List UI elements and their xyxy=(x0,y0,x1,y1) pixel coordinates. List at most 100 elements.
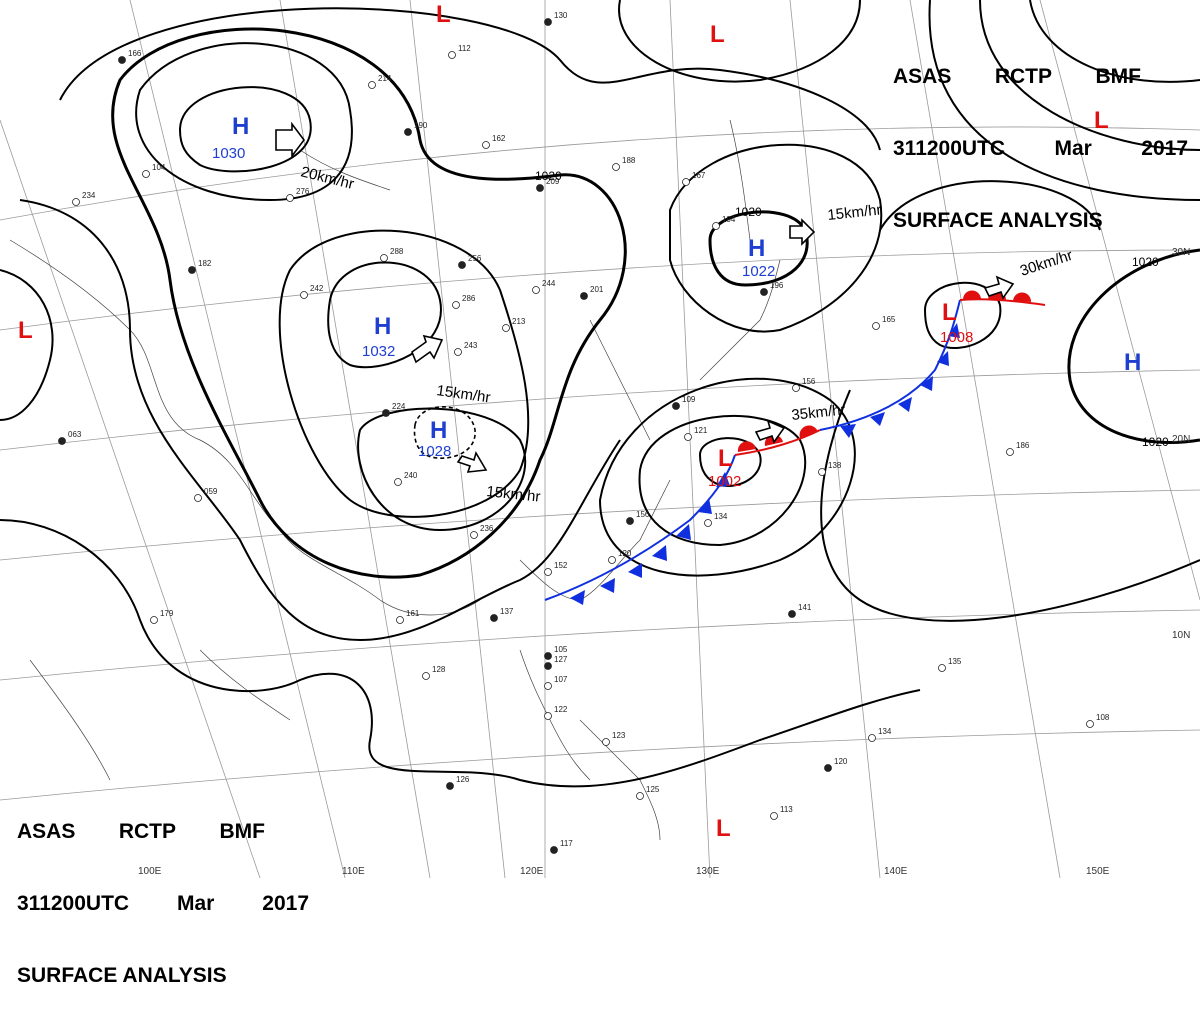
station-pressure: 156 xyxy=(636,510,650,519)
isobar-label: 1020 xyxy=(1142,435,1169,449)
speed-label: 15km/hr xyxy=(435,382,491,406)
station-circle-icon xyxy=(454,348,462,356)
station-plots: 130 112 214 190 162 188 209 276 288 256 286 244 201 2… xyxy=(58,11,1110,854)
low-pressure-marker: L xyxy=(942,299,957,326)
station-pressure: 276 xyxy=(296,187,310,196)
station-pressure: 236 xyxy=(480,524,494,533)
station-pressure: 243 xyxy=(464,341,478,350)
station-pressure: 162 xyxy=(492,134,506,143)
station-circle-icon xyxy=(824,764,832,772)
station-circle-icon xyxy=(458,261,466,269)
station-circle-icon xyxy=(636,792,644,800)
station-pressure: 244 xyxy=(542,279,556,288)
header-region: ASAS xyxy=(893,65,952,88)
station-circle-icon xyxy=(300,291,308,299)
header-region: ASAS xyxy=(17,820,76,843)
station-circle-icon xyxy=(544,652,552,660)
high-pressure-marker: H xyxy=(430,417,447,444)
low-pressure-marker: L xyxy=(718,445,733,472)
station-circle-icon xyxy=(532,286,540,294)
coastlines xyxy=(9,119,781,841)
station-pressure: 120 xyxy=(834,757,848,766)
low-pressure-value: 1002 xyxy=(708,473,741,490)
station-circle-icon xyxy=(626,517,634,525)
station-circle-icon xyxy=(792,384,800,392)
isobar xyxy=(923,281,1002,350)
station-circle-icon xyxy=(150,616,158,624)
station-pressure: 288 xyxy=(390,247,404,256)
station-pressure: 127 xyxy=(554,655,568,664)
header-month: Mar xyxy=(177,892,215,915)
station-pressure: 134 xyxy=(878,727,892,736)
station-circle-icon xyxy=(404,128,412,136)
isobars xyxy=(0,0,1200,788)
speed-label: 15km/hr xyxy=(827,201,883,224)
station-pressure: 113 xyxy=(780,805,793,814)
pressure-systems: H 1030 H 1032 H 1028 H 1022 H L 1002 L 1… xyxy=(18,1,1141,842)
station-circle-icon xyxy=(938,664,946,672)
station-circle-icon xyxy=(602,738,610,746)
station-pressure: 108 xyxy=(1096,713,1110,722)
high-pressure-marker: H xyxy=(748,235,765,262)
station-pressure: 242 xyxy=(310,284,324,293)
station-pressure: 123 xyxy=(612,731,626,740)
station-circle-icon xyxy=(470,531,478,539)
header-month: Mar xyxy=(1054,137,1092,160)
speed-label: 35km/hr xyxy=(791,401,847,424)
header-line-2: 311200UTC Mar 2017 xyxy=(893,137,1188,161)
station-circle-icon xyxy=(672,402,680,410)
isobar-label: 1020 xyxy=(1132,255,1159,269)
station-circle-icon xyxy=(536,184,544,192)
low-pressure-marker: L xyxy=(716,815,731,842)
station-circle-icon xyxy=(58,437,66,445)
movement-arrow-icon xyxy=(275,121,305,159)
lon-label: 120E xyxy=(520,866,544,877)
high-pressure-marker: H xyxy=(1124,349,1141,376)
high-pressure-value: 1030 xyxy=(212,145,245,162)
station-pressure: 214 xyxy=(378,74,392,83)
isobar xyxy=(357,407,527,532)
station-circle-icon xyxy=(544,18,552,26)
station-circle-icon xyxy=(118,56,126,64)
isobar xyxy=(879,180,1101,231)
station-pressure: 190 xyxy=(414,121,428,130)
station-pressure: 138 xyxy=(828,461,842,470)
isobar xyxy=(59,7,881,151)
station-pressure: 126 xyxy=(456,775,470,784)
station-circle-icon xyxy=(868,734,876,742)
header-time: 311200UTC xyxy=(893,137,1006,160)
lon-label: 150E xyxy=(1086,866,1110,877)
station-circle-icon xyxy=(286,194,294,202)
station-circle-icon xyxy=(394,478,402,486)
station-pressure: 121 xyxy=(694,426,708,435)
station-circle-icon xyxy=(194,494,202,502)
isobar xyxy=(111,27,627,579)
station-pressure: 161 xyxy=(406,609,420,618)
header-line-2: 311200UTC Mar 2017 xyxy=(17,892,309,916)
station-pressure: 167 xyxy=(692,171,706,180)
high-pressure-value: 1028 xyxy=(418,443,451,460)
isobar xyxy=(698,437,762,487)
isobar xyxy=(708,210,809,287)
header-line-1: ASAS RCTP BMF xyxy=(893,65,1141,89)
station-circle-icon xyxy=(712,222,720,230)
header-station: RCTP xyxy=(994,65,1053,88)
movement-arrow-icon xyxy=(754,419,786,444)
station-circle-icon xyxy=(482,141,490,149)
header-year: 2017 xyxy=(262,892,309,915)
station-circle-icon xyxy=(544,662,552,670)
low-pressure-marker: L xyxy=(18,317,33,344)
station-circle-icon xyxy=(382,409,390,417)
station-pressure: 104 xyxy=(152,163,166,172)
station-pressure: 109 xyxy=(682,395,696,404)
station-pressure: 201 xyxy=(590,285,604,294)
station-pressure: 234 xyxy=(82,191,96,200)
station-circle-icon xyxy=(452,301,460,309)
isobar xyxy=(928,0,1200,201)
station-pressure: 213 xyxy=(512,317,526,326)
station-circle-icon xyxy=(446,782,454,790)
movement-arrows xyxy=(275,121,1015,473)
station-pressure: 194 xyxy=(722,215,736,224)
header-year: 2017 xyxy=(1141,137,1188,160)
station-circle-icon xyxy=(448,51,456,59)
